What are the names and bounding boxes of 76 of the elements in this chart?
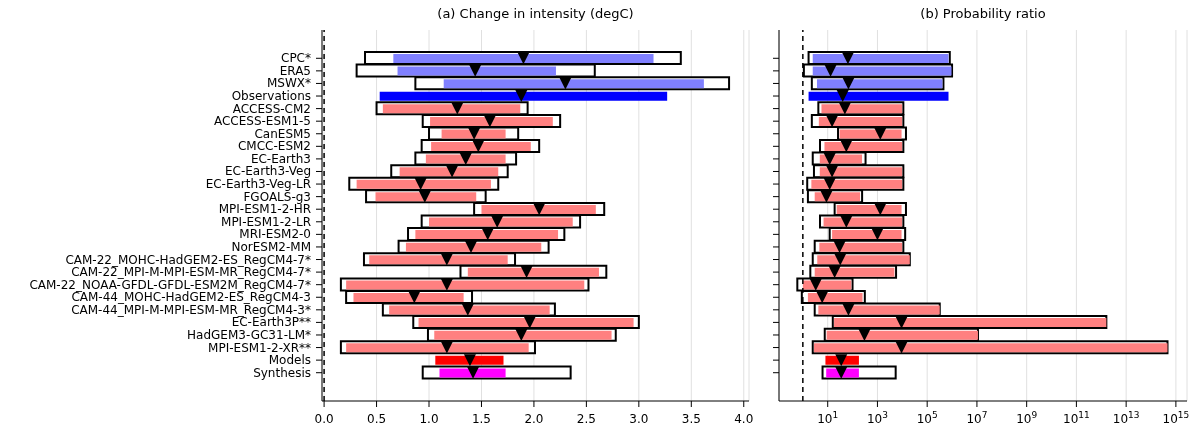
x-tick-label: 2.5 — [576, 412, 596, 426]
point — [461, 303, 474, 316]
point — [446, 165, 459, 178]
x-tick-label: 3.0 — [629, 412, 649, 426]
point — [468, 127, 481, 140]
y-tick-label: ERA5 — [279, 63, 311, 78]
bar — [435, 355, 504, 365]
x-tick-label: 10$^{3}$ — [866, 410, 888, 426]
point — [440, 278, 453, 291]
point — [463, 354, 476, 367]
point — [418, 190, 431, 203]
y-tick-label: EC-Earth3-Veg-LR — [205, 177, 311, 192]
point — [491, 215, 504, 228]
point — [440, 253, 453, 266]
y-tick-label: CanESM5 — [254, 126, 311, 141]
chart-title: (a) Change in intensity (degC) — [436, 6, 635, 21]
bar — [375, 192, 477, 202]
y-tick-label: EC-Earth3 — [250, 151, 311, 166]
y-tick-label: EC-Earth3P** — [231, 315, 311, 330]
point — [515, 328, 528, 341]
y-tick-label: CAM-44_MOHC-HadGEM2-ES_RegCM4-3 — [71, 290, 311, 305]
y-tick-label: Observations — [231, 89, 311, 104]
x-tick-label: 1.0 — [419, 412, 439, 426]
bar — [393, 54, 654, 63]
y-tick-label: Synthesis — [253, 365, 311, 380]
x-tick-label: 10$^{9}$ — [1016, 410, 1038, 426]
x-tick-label: 0.0 — [314, 412, 334, 426]
y-tick-label: CAM-22_MPI-M-MPI-ESM-MR_RegCM4-7* — [71, 265, 311, 280]
x-tick-label: 0.5 — [367, 412, 387, 426]
bar — [808, 91, 949, 101]
bar — [397, 66, 556, 76]
y-tick-label: EC-Earth3-Veg — [224, 164, 311, 179]
bar — [443, 79, 704, 89]
y-tick-label: CAM-22_NOAA-GFDL-GFDL-ESM2M_RegCM4-7* — [29, 277, 311, 292]
bar — [379, 91, 668, 101]
bar — [439, 368, 506, 378]
point — [469, 64, 482, 77]
point — [459, 152, 472, 165]
x-tick-label: 10$^{1}$ — [817, 410, 839, 426]
y-tick-label: MRI-ESM2-0 — [239, 227, 311, 242]
point — [440, 341, 453, 354]
point — [451, 102, 464, 115]
x-tick-label: 10$^{13}$ — [1112, 410, 1140, 426]
bar — [425, 154, 506, 164]
x-tick-label: 1.5 — [471, 412, 492, 426]
x-tick-label: 4.0 — [734, 412, 754, 426]
y-tick-label: Models — [268, 353, 311, 368]
y-tick-label: ACCESS-CM2 — [232, 101, 311, 116]
y-tick-label: FGOALS-g3 — [243, 189, 311, 204]
y-tick-label: MPI-ESM1-2-LR — [221, 214, 311, 229]
x-tick-label: 3.5 — [681, 412, 701, 426]
y-tick-label: CPC* — [281, 51, 311, 66]
bar — [441, 129, 506, 139]
y-tick-label: ACCESS-ESM1-5 — [213, 114, 311, 129]
bar — [812, 66, 952, 76]
y-tick-label: HadGEM3-GC31-LM* — [187, 327, 311, 342]
x-tick-label: 10$^{7}$ — [966, 410, 988, 426]
y-tick-label: NorESM2-MM — [231, 239, 311, 254]
x-tick-label: 10$^{11}$ — [1063, 410, 1090, 426]
x-tick-label: 2.0 — [524, 412, 544, 426]
y-tick-label: MPI-ESM1-2-XR** — [208, 340, 311, 355]
bar — [353, 292, 464, 302]
point — [515, 90, 528, 103]
y-tick-label: CMCC-ESM2 — [237, 139, 311, 154]
chart-title: (b) Probability ratio — [919, 6, 1047, 21]
x-tick-label: 10$^{5}$ — [916, 410, 938, 426]
bar — [431, 142, 531, 152]
y-tick-label: CAM-22_MOHC-HadGEM2-ES_RegCM4-7* — [65, 252, 311, 267]
point — [559, 77, 572, 90]
point — [464, 240, 477, 253]
bar — [399, 167, 499, 177]
y-tick-label: MSWX* — [266, 76, 311, 91]
x-tick-label: 10$^{15}$ — [1162, 410, 1190, 426]
bar — [481, 204, 596, 214]
point — [467, 366, 480, 379]
y-tick-label: MPI-ESM1-2-HR — [218, 202, 311, 217]
